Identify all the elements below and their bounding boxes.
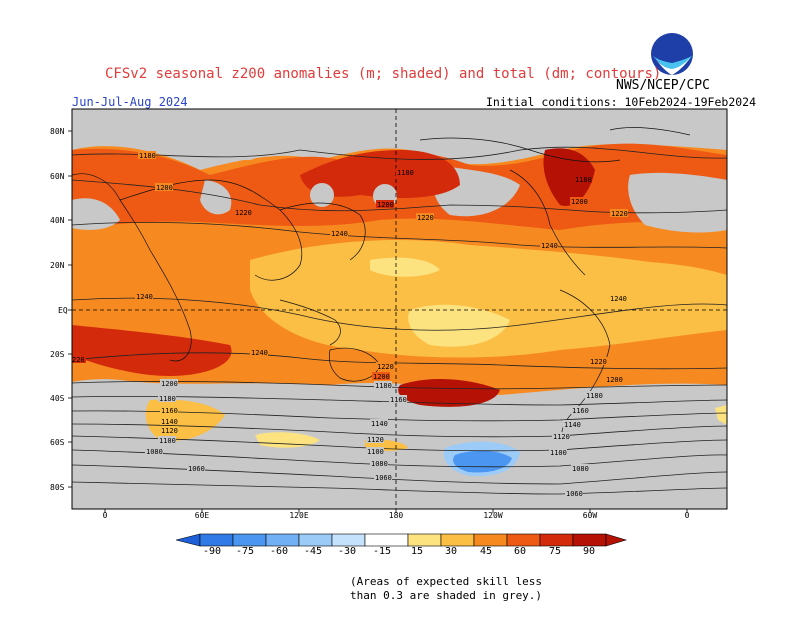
svg-text:1240: 1240 <box>251 349 268 357</box>
anomaly-band-yellow <box>250 240 727 358</box>
lat-label: 20S <box>50 350 65 359</box>
svg-text:1080: 1080 <box>572 465 589 473</box>
anomaly-core-60 <box>300 150 460 198</box>
lat-label: 60N <box>50 172 65 181</box>
svg-text:1180: 1180 <box>586 392 603 400</box>
colorbar-label: 60 <box>513 546 527 557</box>
svg-text:1220: 1220 <box>417 214 434 222</box>
svg-text:1180: 1180 <box>575 176 592 184</box>
colorbar-label: 75 <box>548 546 562 557</box>
svg-text:1240: 1240 <box>610 295 627 303</box>
anomaly-core-75-south <box>398 378 500 407</box>
colorbar <box>175 533 628 547</box>
colorbar-label: 15 <box>410 546 424 557</box>
svg-text:1220: 1220 <box>611 210 628 218</box>
svg-text:1220: 1220 <box>590 358 607 366</box>
colorbar-label: -60 <box>269 546 289 557</box>
season-label: Jun-Jul-Aug 2024 <box>72 95 188 109</box>
anomaly-core-75 <box>543 148 595 206</box>
colorbar-label: -30 <box>337 546 357 557</box>
svg-text:220: 220 <box>72 356 85 364</box>
svg-text:1240: 1240 <box>541 242 558 250</box>
svg-text:1120: 1120 <box>367 436 384 444</box>
lat-label: 40S <box>50 394 65 403</box>
svg-text:1160: 1160 <box>390 396 407 404</box>
lat-label: EQ <box>58 306 68 315</box>
lon-label: 60E <box>194 511 210 520</box>
skill-footnote: (Areas of expected skill less than 0.3 a… <box>350 575 542 603</box>
svg-text:1200: 1200 <box>606 376 623 384</box>
colorbar-label: -75 <box>235 546 255 557</box>
lon-label: 180 <box>388 511 404 520</box>
colorbar-label: -15 <box>372 546 392 557</box>
lon-label: 60W <box>582 511 598 520</box>
lon-label: 0 <box>102 511 108 520</box>
svg-text:1200: 1200 <box>156 184 173 192</box>
footnote-line: (Areas of expected skill less <box>350 575 543 588</box>
agency-label: NWS/NCEP/CPC <box>616 78 710 93</box>
svg-text:1100: 1100 <box>550 449 567 457</box>
svg-text:1180: 1180 <box>159 395 176 403</box>
svg-text:1240: 1240 <box>136 293 153 301</box>
svg-text:1200: 1200 <box>377 201 394 209</box>
lat-label: 60S <box>50 438 65 447</box>
colorbar-label: 30 <box>444 546 458 557</box>
svg-text:1120: 1120 <box>161 427 178 435</box>
svg-text:1220: 1220 <box>235 209 252 217</box>
svg-text:1140: 1140 <box>564 421 581 429</box>
svg-text:1180: 1180 <box>397 169 414 177</box>
svg-text:1220: 1220 <box>377 363 394 371</box>
lat-label: 40N <box>50 216 65 225</box>
svg-text:1100: 1100 <box>367 448 384 456</box>
lon-label: 120W <box>483 511 503 520</box>
svg-text:1200: 1200 <box>373 373 390 381</box>
anomaly-band-lightyellow <box>408 304 510 347</box>
lat-label: 20N <box>50 261 65 270</box>
svg-text:1060: 1060 <box>188 465 205 473</box>
svg-text:1060: 1060 <box>375 474 392 482</box>
svg-text:1120: 1120 <box>553 433 570 441</box>
svg-text:1180: 1180 <box>139 152 156 160</box>
svg-text:1180: 1180 <box>375 382 392 390</box>
lon-label: 120E <box>289 511 309 520</box>
colorbar-label: 90 <box>582 546 596 557</box>
svg-text:1140: 1140 <box>371 420 388 428</box>
svg-text:1060: 1060 <box>566 490 583 498</box>
colorbar-label: -90 <box>202 546 222 557</box>
lon-label: 0 <box>684 511 690 520</box>
svg-text:1100: 1100 <box>159 437 176 445</box>
chart-title: CFSv2 seasonal z200 anomalies (m; shaded… <box>105 66 662 82</box>
colorbar-label: 45 <box>479 546 493 557</box>
colorbar-label: -45 <box>303 546 323 557</box>
footnote-line: than 0.3 are shaded in grey.) <box>350 589 543 602</box>
svg-text:1080: 1080 <box>371 460 388 468</box>
svg-text:1200: 1200 <box>571 198 588 206</box>
lat-label: 80S <box>50 483 65 492</box>
svg-text:1140: 1140 <box>161 418 178 426</box>
initial-conditions: Initial conditions: 10Feb2024-19Feb2024 <box>486 95 757 109</box>
svg-text:1240: 1240 <box>331 230 348 238</box>
svg-text:1080: 1080 <box>146 448 163 456</box>
lat-label: 80N <box>50 127 65 136</box>
noaa-logo <box>651 33 693 75</box>
svg-text:1200: 1200 <box>161 380 178 388</box>
svg-text:1160: 1160 <box>572 407 589 415</box>
svg-text:1160: 1160 <box>161 407 178 415</box>
